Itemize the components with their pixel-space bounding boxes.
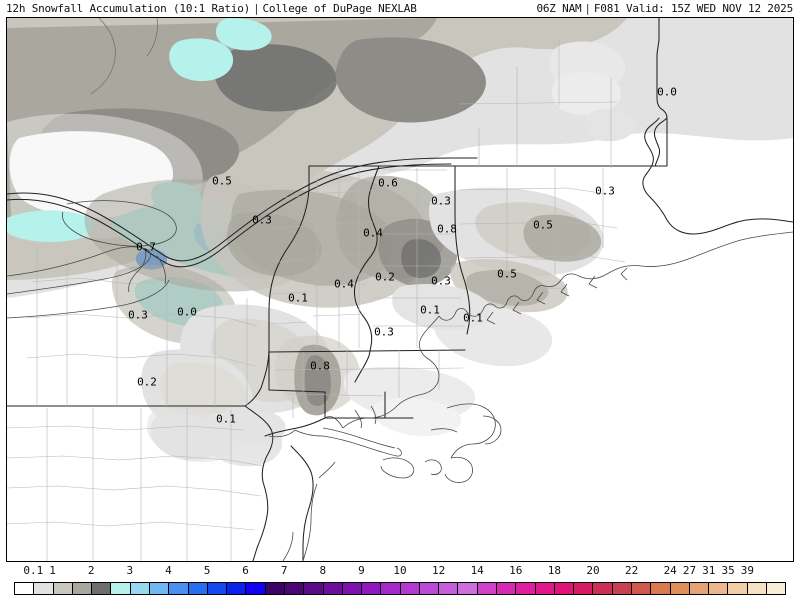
- colorbar-tick-label: 22: [624, 564, 639, 577]
- colorbar-tick-label: 27: [682, 564, 697, 577]
- colorbar-swatch[interactable]: [284, 583, 305, 594]
- header-separator-left: |: [253, 2, 260, 15]
- colorbar-tick-label: 20: [586, 564, 600, 577]
- colorbar-swatch[interactable]: [15, 583, 35, 594]
- colorbar-tick-label: 35: [721, 564, 735, 577]
- colorbar-swatch[interactable]: [709, 583, 729, 594]
- colorbar-tick-label: 7: [280, 564, 288, 577]
- header-right-info: 06Z NAM | F081 Valid: 15Z WED NOV 12 2025: [536, 2, 793, 15]
- colorbar-tick-label: 31: [702, 564, 716, 577]
- colorbar-tick-label: 14: [470, 564, 484, 577]
- colorbar-tick-label: 5: [203, 564, 211, 577]
- colorbar-swatch[interactable]: [651, 583, 671, 594]
- colorbar-swatch[interactable]: [516, 583, 536, 594]
- colorbar-tick-label: 1: [49, 564, 56, 577]
- colorbar-swatch[interactable]: [323, 583, 343, 594]
- header-bar: 12h Snowfall Accumulation (10:1 Ratio) | C…: [0, 0, 800, 17]
- colorbar-swatch[interactable]: [670, 583, 690, 594]
- header-separator-right: |: [584, 2, 591, 15]
- colorbar-swatch[interactable]: [554, 583, 575, 594]
- colorbar-swatch[interactable]: [477, 583, 498, 594]
- model-run-label: 06Z NAM: [536, 2, 582, 15]
- colorbar-swatches[interactable]: [14, 582, 786, 595]
- colorbar-swatch[interactable]: [747, 583, 767, 594]
- colorbar-swatch[interactable]: [111, 583, 131, 594]
- colorbar-swatch[interactable]: [72, 583, 93, 594]
- colorbar-swatch[interactable]: [381, 583, 401, 594]
- colorbar-swatch[interactable]: [439, 583, 459, 594]
- colorbar: 0.1 1 2 3 4 5 6 7 8 9 10 12 14 16 18 20 22 24 27 31 35 39: [0, 563, 800, 600]
- colorbar-swatch[interactable]: [419, 583, 440, 594]
- colorbar-tick-label: 3: [126, 564, 134, 577]
- colorbar-tick-label: 9: [358, 564, 365, 577]
- map-panel[interactable]: 0.5 0.3 0.7 0.3 0.0 0.2 0.1 0.1 0.4 0.8 0.6 0.4 0.2 0…: [6, 17, 794, 562]
- colorbar-tick-label: 8: [319, 564, 327, 577]
- valid-time-label: Valid: 15Z WED NOV 12 2025: [626, 2, 793, 15]
- colorbar-swatch[interactable]: [497, 583, 517, 594]
- colorbar-tick-label: 6: [242, 564, 249, 577]
- colorbar-swatch[interactable]: [535, 583, 555, 594]
- colorbar-swatch[interactable]: [304, 583, 324, 594]
- colorbar-swatch[interactable]: [632, 583, 652, 594]
- colorbar-swatch[interactable]: [130, 583, 150, 594]
- colorbar-swatch[interactable]: [53, 583, 73, 594]
- colorbar-swatch[interactable]: [188, 583, 208, 594]
- colorbar-swatch[interactable]: [593, 583, 613, 594]
- colorbar-swatch[interactable]: [92, 583, 112, 594]
- colorbar-tick-label: 0.1: [23, 564, 44, 577]
- colorbar-swatch[interactable]: [612, 583, 632, 594]
- colorbar-tick-label: 2: [87, 564, 95, 577]
- colorbar-swatch[interactable]: [265, 583, 285, 594]
- source-label: College of DuPage NEXLAB: [262, 2, 417, 15]
- colorbar-swatch[interactable]: [458, 583, 478, 594]
- colorbar-swatch[interactable]: [766, 583, 786, 594]
- colorbar-swatch[interactable]: [362, 583, 382, 594]
- snowfall-contour-map: [7, 18, 793, 561]
- colorbar-tick-label: 18: [547, 564, 562, 577]
- colorbar-swatch[interactable]: [246, 583, 266, 594]
- colorbar-tick-labels: 0.1 1 2 3 4 5 6 7 8 9 10 12 14 16 18 20 22 24 27 31 35 39: [0, 563, 800, 580]
- colorbar-swatch[interactable]: [400, 583, 420, 594]
- colorbar-tick-label: 39: [740, 564, 755, 577]
- product-title: 12h Snowfall Accumulation (10:1 Ratio): [6, 2, 251, 15]
- header-left-title: 12h Snowfall Accumulation (10:1 Ratio) | C…: [6, 2, 417, 15]
- colorbar-swatch[interactable]: [342, 583, 363, 594]
- colorbar-swatch[interactable]: [689, 583, 710, 594]
- colorbar-swatch[interactable]: [227, 583, 247, 594]
- colorbar-swatch[interactable]: [169, 583, 189, 594]
- colorbar-swatch[interactable]: [728, 583, 748, 594]
- colorbar-tick-label: 4: [165, 564, 172, 577]
- colorbar-tick-label: 12: [431, 564, 446, 577]
- colorbar-swatch[interactable]: [207, 583, 228, 594]
- colorbar-swatch[interactable]: [149, 583, 170, 594]
- colorbar-swatch[interactable]: [34, 583, 54, 594]
- forecast-hour-label: F081: [593, 2, 620, 15]
- colorbar-tick-label: 16: [509, 564, 523, 577]
- colorbar-tick-label: 24: [663, 564, 677, 577]
- colorbar-tick-label: 10: [393, 564, 407, 577]
- colorbar-swatch[interactable]: [574, 583, 594, 594]
